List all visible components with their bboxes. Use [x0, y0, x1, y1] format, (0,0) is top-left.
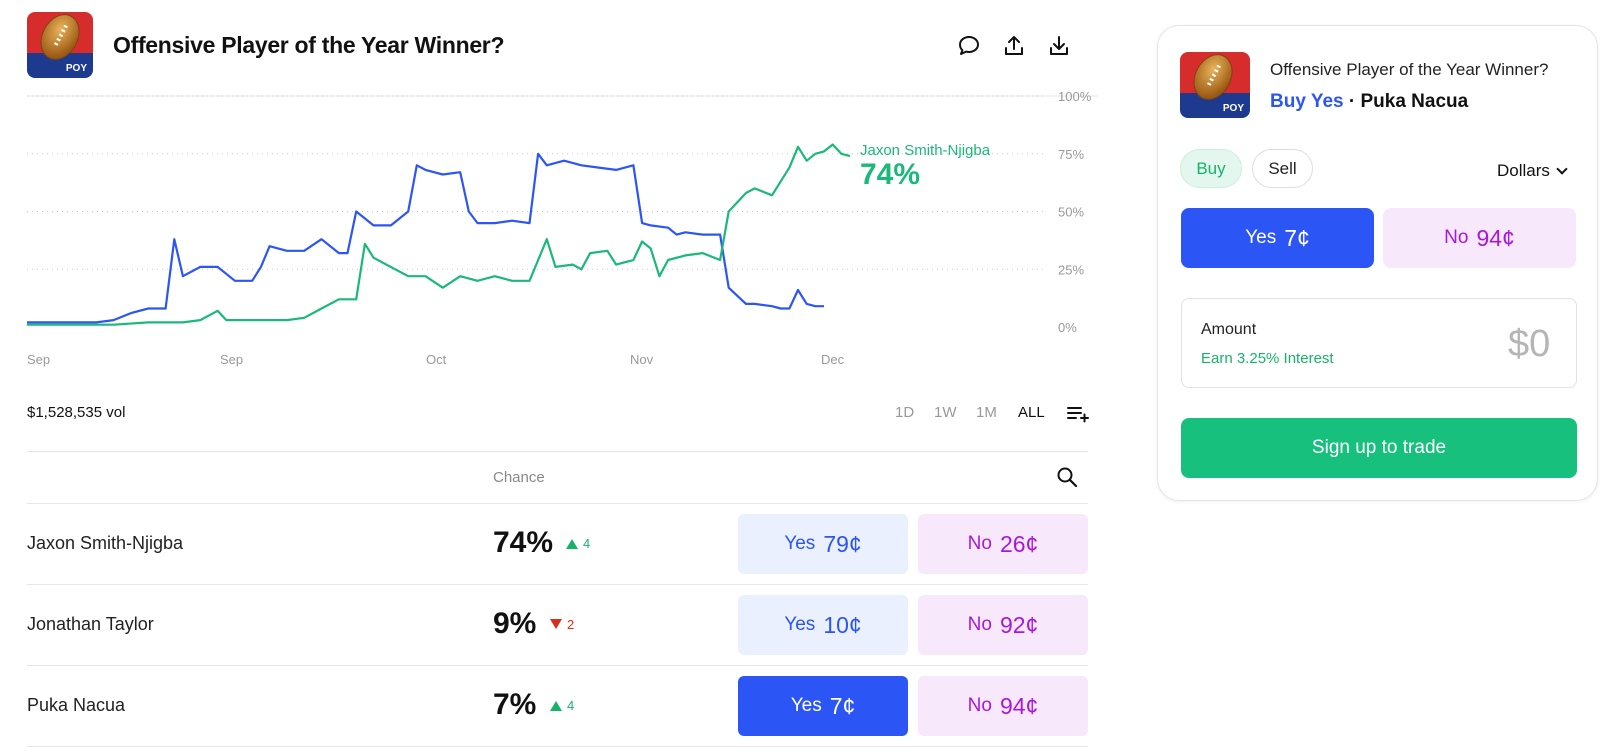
y-tick-label: 50% [1058, 205, 1084, 220]
panel-action: Buy Yes [1270, 91, 1344, 112]
search-icon[interactable] [1056, 466, 1078, 488]
x-tick-label: Dec [821, 352, 845, 367]
x-tick-label: Oct [426, 352, 447, 367]
y-tick-label: 25% [1058, 262, 1084, 277]
download-icon[interactable] [1047, 34, 1071, 58]
amount-input[interactable] [1181, 298, 1577, 388]
outcome-name: Puka Nacua [27, 695, 126, 715]
chance-delta: 4 [566, 536, 590, 551]
currency-dropdown[interactable]: Dollars [1497, 161, 1568, 181]
outcome-name: Jonathan Taylor [27, 614, 154, 634]
market-logo: POY [27, 12, 93, 78]
comment-icon[interactable] [957, 34, 981, 58]
buy-tab[interactable]: Buy [1180, 149, 1242, 188]
page-title: Offensive Player of the Year Winner? [113, 32, 505, 58]
series-line [27, 152, 824, 324]
panel-selection: Buy Yes · Puka Nacua [1270, 91, 1468, 113]
buy-yes-button[interactable]: Yes 7¢ [738, 676, 908, 736]
x-tick-label: Sep [27, 352, 50, 367]
panel-market-logo: POY [1180, 52, 1250, 118]
divider [27, 665, 1088, 666]
chance-column-header: Chance [493, 469, 545, 486]
sign-up-button[interactable]: Sign up to trade [1181, 418, 1577, 478]
range-1w[interactable]: 1W [934, 404, 957, 421]
panel-title: Offensive Player of the Year Winner? [1270, 60, 1549, 79]
volume-text: $1,528,535 vol [27, 404, 126, 421]
chevron-down-icon [1556, 163, 1568, 175]
amount-label: Amount [1201, 321, 1257, 338]
up-arrow-icon [550, 701, 562, 711]
series-label: Jaxon Smith-Njigba [860, 142, 991, 159]
x-tick-label: Nov [630, 352, 654, 367]
buy-no-button[interactable]: No 26¢ [918, 514, 1088, 574]
buy-no-button[interactable]: No 92¢ [918, 595, 1088, 655]
divider [27, 746, 1088, 747]
y-tick-label: 75% [1058, 147, 1084, 162]
down-arrow-icon [550, 619, 562, 629]
x-tick-label: Sep [220, 352, 243, 367]
range-all[interactable]: ALL [1018, 404, 1045, 421]
panel-yes-button[interactable]: Yes 7¢ [1181, 208, 1374, 268]
series-line [27, 143, 851, 326]
divider [27, 503, 1088, 504]
amount-value: $0 [1508, 323, 1551, 365]
panel-no-button[interactable]: No 94¢ [1383, 208, 1576, 268]
logo-text: POY [1222, 103, 1244, 114]
interest-link[interactable]: Earn 3.25% Interest [1201, 350, 1334, 367]
chart-svg: 0% 25% 50% 75% 100% Sep Sep Oct Nov Dec [27, 92, 1098, 367]
price-chart[interactable]: 0% 25% 50% 75% 100% Sep Sep Oct Nov Dec [0, 92, 1100, 382]
up-arrow-icon [566, 539, 578, 549]
chance-delta: 4 [550, 698, 574, 713]
sell-tab[interactable]: Sell [1252, 149, 1313, 188]
separator: · [1348, 91, 1356, 112]
divider [27, 451, 1088, 452]
divider [27, 584, 1088, 585]
y-tick-label: 100% [1058, 92, 1092, 104]
selected-outcome: Puka Nacua [1360, 91, 1469, 112]
chance-delta: 2 [550, 617, 574, 632]
buy-yes-button[interactable]: Yes 10¢ [738, 595, 908, 655]
buy-yes-button[interactable]: Yes 79¢ [738, 514, 908, 574]
playlist-add-icon[interactable] [1067, 405, 1089, 423]
y-tick-label: 0% [1058, 320, 1077, 335]
outcome-name: Jaxon Smith-Njigba [27, 533, 184, 553]
range-1d[interactable]: 1D [895, 404, 915, 421]
share-icon[interactable] [1002, 34, 1026, 58]
logo-text: POY [65, 63, 87, 74]
outcome-chance: 74% [493, 526, 554, 559]
outcome-chance: 7% [493, 688, 537, 721]
range-1m[interactable]: 1M [976, 404, 997, 421]
outcome-chance: 9% [493, 607, 537, 640]
buy-no-button[interactable]: No 94¢ [918, 676, 1088, 736]
series-current-value: 74% [860, 158, 921, 191]
